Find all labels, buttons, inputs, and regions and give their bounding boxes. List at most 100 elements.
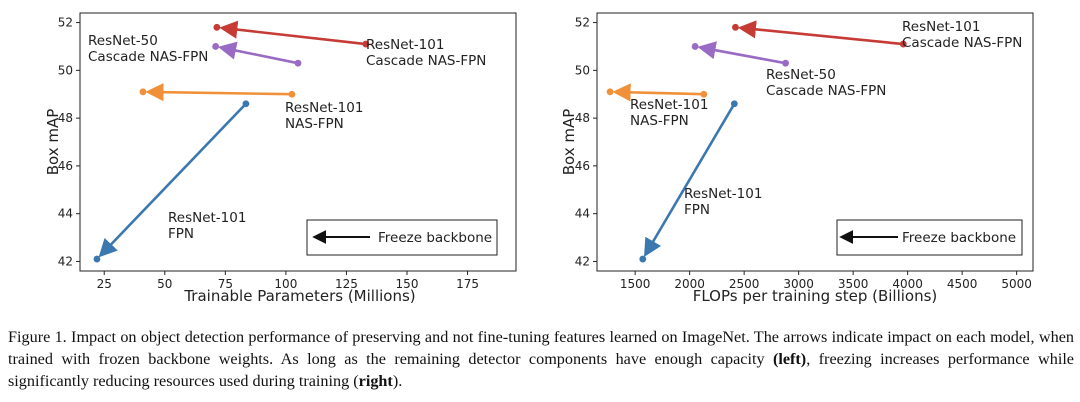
right-label-r101-fpn-line2: FPN	[684, 202, 710, 218]
left-y-tick-label: 46	[58, 159, 73, 173]
right-point-end-resnet-50-cascade-nas-fpn	[691, 43, 699, 50]
left-label-r101-cascade-line1: ResNet-101	[366, 37, 444, 53]
left-x-axis-label: Trainable Parameters (Millions)	[183, 287, 415, 305]
right-x-tick-label: 1500	[620, 277, 651, 291]
left-label-r50-cascade-line1: ResNet-50	[88, 33, 158, 49]
right-arrows	[606, 20, 907, 263]
right-point-end-resnet-101-fpn	[639, 255, 647, 263]
left-legend: Freeze backbone	[306, 219, 498, 256]
right-x-axis-label: FLOPs per training step (Billions)	[693, 287, 938, 305]
right-chart: 42 44 46 48 50 52 1500 2000 2500 3000 3500 4000 450…	[560, 12, 1034, 305]
left-label-r101-fpn-line2: FPN	[168, 226, 194, 242]
left-label-r101-nasfpn-line2: NAS-FPN	[285, 116, 344, 132]
left-x-tick-label: 150	[396, 277, 419, 291]
left-point-start-resnet-101-fpn	[242, 100, 250, 108]
right-arrow-resnet-50-cascade-nas-fpn	[697, 41, 786, 65]
right-y-tick-label: 48	[575, 111, 590, 125]
figure-caption: Figure 1. Impact on object detection per…	[8, 326, 1074, 392]
right-arrow-resnet-101-cascade-nas-fpn	[737, 20, 904, 46]
left-point-end-resnet-101-nas-fpn	[139, 88, 147, 96]
right-plot-frame	[596, 12, 1034, 272]
right-y-tick-label: 42	[575, 254, 590, 268]
caption-bold-right: right	[358, 372, 393, 390]
left-label-r101-cascade: ResNet-101 Cascade NAS-FPN	[366, 37, 486, 69]
right-point-start-resnet-101-nas-fpn	[700, 90, 708, 98]
left-label-r50-cascade-line2: Cascade NAS-FPN	[88, 49, 208, 65]
left-y-tick-label: 50	[58, 63, 73, 77]
left-x-tick-label: 175	[456, 277, 479, 291]
left-label-r101-fpn: ResNet-101 FPN	[168, 210, 251, 242]
right-x-tick-label: 4500	[947, 277, 978, 291]
right-y-axis-label: Box mAP	[560, 109, 578, 176]
caption-part3: ).	[392, 372, 403, 390]
right-point-end-resnet-101-nas-fpn	[606, 88, 614, 96]
left-y-ticks: 42 44 46 48 50 52	[58, 16, 80, 268]
left-label-r101-nasfpn-line1: ResNet-101	[285, 100, 363, 116]
right-x-tick-label: 3500	[838, 277, 869, 291]
caption-bold-left: (left)	[772, 350, 807, 368]
right-label-r101-fpn-line1: ResNet-101	[684, 186, 762, 202]
right-label-r101-cascade-line2: Cascade NAS-FPN	[902, 35, 1022, 51]
left-x-tick-label: 100	[274, 277, 297, 291]
left-point-end-resnet-101-fpn	[93, 255, 101, 263]
left-x-tick-label: 75	[218, 277, 233, 291]
right-x-ticks: 1500 2000 2500 3000 3500 4000 4500 5000	[620, 271, 1032, 291]
left-arrows	[93, 20, 370, 263]
caption-part2: , freezing increases performance while s…	[8, 350, 1074, 390]
left-arrow-resnet-101-cascade-nas-fpn	[219, 20, 366, 46]
right-label-r101-cascade: ResNet-101 Cascade NAS-FPN	[902, 19, 1022, 51]
right-x-tick-label: 5000	[1001, 277, 1032, 291]
left-label-r101-nasfpn: ResNet-101 NAS-FPN	[285, 100, 368, 132]
left-point-end-resnet-50-cascade-nas-fpn	[212, 43, 220, 50]
right-label-r101-nasfpn-line2: NAS-FPN	[630, 113, 689, 129]
right-arrow-resnet-101-nas-fpn	[612, 83, 704, 102]
right-x-tick-label: 2500	[729, 277, 760, 291]
right-y-tick-label: 52	[575, 16, 590, 30]
right-arrow-resnet-101-fpn	[643, 103, 736, 258]
left-y-tick-label: 44	[58, 207, 73, 221]
right-label-r101-cascade-line1: ResNet-101	[902, 19, 980, 35]
right-point-end-resnet-101-cascade-nas-fpn	[732, 23, 739, 31]
right-label-r101-nasfpn-line1: ResNet-101	[630, 97, 708, 113]
right-label-r101-fpn: ResNet-101 FPN	[684, 186, 767, 218]
left-y-axis-label: Box mAP	[44, 109, 62, 176]
right-point-start-resnet-50-cascade-nas-fpn	[782, 59, 789, 67]
left-x-tick-label: 25	[97, 277, 112, 291]
left-arrow-resnet-50-cascade-nas-fpn	[217, 41, 299, 65]
right-x-tick-label: 4000	[892, 277, 923, 291]
right-legend: Freeze backbone	[836, 219, 1023, 256]
left-point-start-resnet-101-cascade-nas-fpn	[362, 40, 370, 48]
left-x-ticks: 25 50 75 100 125 150 175	[97, 271, 479, 291]
caption-part1: Figure 1. Impact on object detection per…	[8, 328, 1074, 368]
right-y-tick-label: 50	[575, 63, 590, 77]
left-y-tick-label: 42	[58, 254, 73, 268]
right-point-start-resnet-101-cascade-nas-fpn	[899, 40, 907, 48]
right-x-tick-label: 3000	[783, 277, 814, 291]
left-plot-frame	[79, 12, 517, 272]
right-label-r101-nasfpn: ResNet-101 NAS-FPN	[630, 97, 713, 129]
right-label-r50-cascade-line1: ResNet-50	[766, 67, 836, 83]
left-arrow-resnet-101-fpn	[98, 102, 247, 258]
left-chart: 42 44 46 48 50 52 25 50 75 100 125 150 175 Trainabl…	[44, 12, 517, 305]
left-label-r50-cascade: ResNet-50 Cascade NAS-FPN	[88, 33, 208, 65]
left-x-tick-label: 50	[157, 277, 172, 291]
right-legend-text: Freeze backbone	[902, 230, 1016, 246]
right-y-ticks: 42 44 46 48 50 52	[575, 16, 597, 268]
left-x-tick-label: 125	[335, 277, 358, 291]
left-point-start-resnet-101-nas-fpn	[288, 90, 296, 98]
left-y-tick-label: 48	[58, 111, 73, 125]
right-point-start-resnet-101-fpn	[730, 100, 738, 108]
left-label-r101-cascade-line2: Cascade NAS-FPN	[366, 53, 486, 69]
left-point-start-resnet-50-cascade-nas-fpn	[294, 59, 302, 67]
left-legend-text: Freeze backbone	[378, 230, 492, 246]
left-arrow-resnet-101-nas-fpn	[145, 83, 292, 102]
left-label-r101-fpn-line1: ResNet-101	[168, 210, 246, 226]
right-y-tick-label: 46	[575, 159, 590, 173]
right-x-tick-label: 2000	[674, 277, 705, 291]
right-label-r50-cascade: ResNet-50 Cascade NAS-FPN	[766, 67, 886, 99]
left-y-tick-label: 52	[58, 16, 73, 30]
right-label-r50-cascade-line2: Cascade NAS-FPN	[766, 83, 886, 99]
right-y-tick-label: 44	[575, 207, 590, 221]
left-point-end-resnet-101-cascade-nas-fpn	[213, 23, 221, 31]
